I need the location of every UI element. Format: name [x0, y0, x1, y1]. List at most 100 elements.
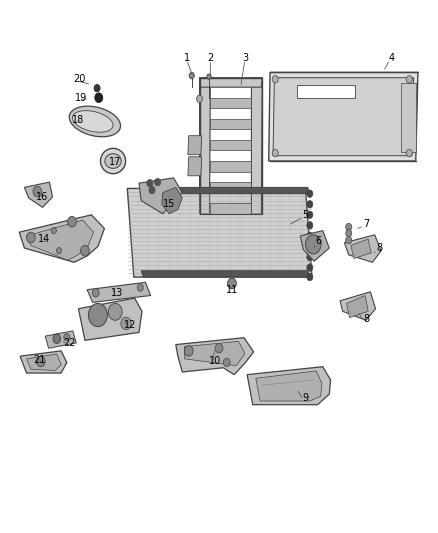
Circle shape [64, 334, 70, 341]
Polygon shape [346, 295, 368, 318]
Circle shape [121, 317, 131, 330]
Polygon shape [210, 119, 251, 130]
Circle shape [197, 95, 202, 102]
Polygon shape [273, 78, 413, 156]
Circle shape [346, 237, 352, 244]
Polygon shape [269, 72, 418, 161]
Circle shape [406, 76, 412, 83]
Polygon shape [188, 157, 202, 176]
Text: 16: 16 [35, 192, 48, 202]
Text: 7: 7 [363, 219, 369, 229]
Circle shape [51, 228, 57, 234]
Circle shape [307, 211, 313, 219]
Polygon shape [200, 78, 262, 87]
Ellipse shape [100, 148, 126, 174]
Circle shape [307, 200, 313, 208]
Polygon shape [297, 85, 355, 98]
Text: 6: 6 [315, 236, 321, 246]
Text: 9: 9 [302, 393, 308, 403]
Text: 11: 11 [226, 285, 238, 295]
Circle shape [307, 253, 313, 261]
Circle shape [95, 93, 102, 102]
Circle shape [346, 230, 352, 237]
Ellipse shape [69, 106, 120, 137]
Circle shape [207, 74, 211, 79]
Text: 22: 22 [64, 338, 76, 348]
Polygon shape [401, 83, 416, 151]
Polygon shape [45, 331, 76, 348]
Circle shape [272, 76, 278, 83]
Circle shape [307, 232, 313, 240]
Text: 4: 4 [389, 53, 395, 63]
Circle shape [88, 303, 107, 327]
Text: 18: 18 [72, 115, 85, 125]
Polygon shape [200, 78, 210, 214]
Circle shape [53, 334, 61, 343]
Circle shape [307, 190, 313, 197]
Circle shape [81, 245, 89, 256]
Polygon shape [210, 161, 251, 172]
Text: 3: 3 [242, 53, 248, 63]
Circle shape [57, 247, 62, 254]
Polygon shape [78, 298, 142, 341]
Text: 19: 19 [74, 93, 87, 103]
Ellipse shape [105, 154, 121, 168]
Polygon shape [139, 178, 182, 214]
Circle shape [155, 179, 161, 186]
Polygon shape [27, 220, 94, 260]
Text: 8: 8 [363, 314, 369, 324]
Text: 13: 13 [111, 288, 124, 298]
Polygon shape [210, 203, 251, 214]
Polygon shape [20, 351, 67, 373]
Circle shape [149, 187, 155, 193]
Circle shape [108, 303, 122, 320]
Circle shape [406, 149, 412, 157]
Polygon shape [141, 271, 310, 277]
Circle shape [137, 284, 143, 292]
Text: 20: 20 [73, 74, 85, 84]
Text: 12: 12 [124, 319, 137, 329]
Polygon shape [188, 136, 202, 155]
Circle shape [307, 273, 313, 281]
Circle shape [305, 235, 321, 254]
Polygon shape [344, 235, 381, 262]
Polygon shape [251, 78, 262, 214]
Circle shape [27, 232, 35, 243]
Polygon shape [210, 182, 251, 192]
Polygon shape [141, 188, 310, 193]
Polygon shape [184, 342, 245, 366]
Circle shape [272, 149, 278, 157]
Circle shape [94, 85, 100, 92]
Circle shape [92, 289, 99, 297]
Polygon shape [87, 282, 151, 302]
Circle shape [307, 243, 313, 250]
Polygon shape [162, 188, 182, 214]
Text: 10: 10 [208, 357, 221, 367]
Polygon shape [210, 140, 251, 150]
Circle shape [346, 223, 352, 231]
Polygon shape [27, 354, 61, 370]
Text: 1: 1 [184, 53, 190, 63]
Polygon shape [176, 338, 254, 375]
Circle shape [147, 180, 153, 187]
Polygon shape [247, 367, 331, 405]
Circle shape [184, 345, 193, 356]
Circle shape [307, 264, 313, 271]
Circle shape [33, 187, 42, 197]
Circle shape [307, 222, 313, 229]
Circle shape [215, 343, 223, 353]
Circle shape [228, 278, 236, 289]
Circle shape [189, 72, 194, 79]
Circle shape [67, 216, 76, 227]
Text: 2: 2 [207, 53, 213, 63]
Polygon shape [25, 182, 53, 207]
Text: 14: 14 [38, 234, 50, 244]
Circle shape [223, 358, 230, 367]
Text: 21: 21 [33, 356, 46, 366]
Polygon shape [300, 231, 329, 261]
Polygon shape [19, 215, 104, 262]
Text: 15: 15 [163, 199, 176, 209]
Text: 17: 17 [109, 157, 121, 167]
Polygon shape [340, 292, 375, 320]
Polygon shape [351, 239, 371, 259]
